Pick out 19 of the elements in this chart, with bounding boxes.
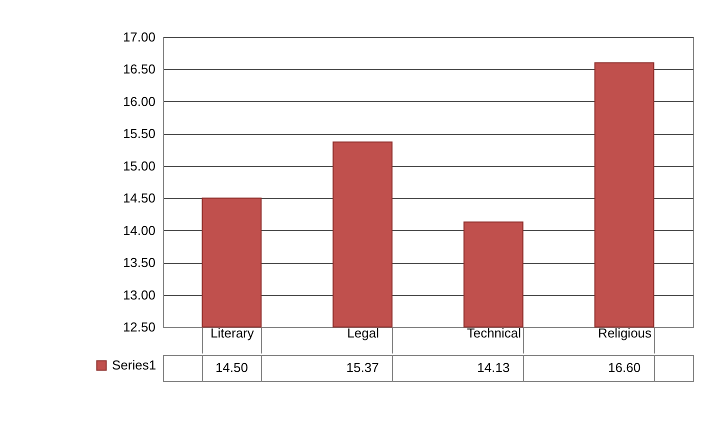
y-tick-label: 16.00 bbox=[122, 94, 156, 109]
data-label: 15.37 bbox=[346, 360, 379, 375]
y-tick-label: 14.00 bbox=[122, 222, 156, 238]
x-tick-label: Legal bbox=[347, 326, 380, 340]
data-label: 14.50 bbox=[215, 360, 248, 375]
y-tick-label: 17.00 bbox=[122, 30, 156, 44]
y-tick-label: 12.50 bbox=[122, 320, 156, 334]
y-tick-label: 16.50 bbox=[122, 62, 156, 77]
legend-label: Series1 bbox=[112, 358, 156, 372]
x-tick-label: Technical bbox=[466, 326, 522, 340]
data-label: 16.60 bbox=[608, 360, 641, 375]
y-tick-label: 13.50 bbox=[122, 255, 156, 270]
data-label: 14.13 bbox=[477, 360, 510, 375]
x-tick-label: Religious bbox=[598, 326, 652, 340]
y-tick-label: 15.50 bbox=[122, 126, 156, 142]
y-tick-label: 15.00 bbox=[122, 158, 156, 174]
y-tick-label: 14.50 bbox=[122, 190, 156, 206]
y-tick-label: 13.00 bbox=[122, 287, 156, 302]
x-tick-label: Literary bbox=[210, 326, 254, 340]
